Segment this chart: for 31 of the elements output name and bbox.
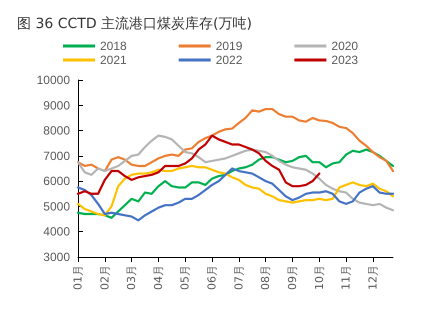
x-tick-label: 10月	[312, 265, 326, 290]
x-tick-label: 02月	[98, 265, 112, 290]
legend-label: 2022	[216, 53, 243, 67]
line-series	[76, 108, 394, 172]
x-tick-label: 08月	[259, 265, 272, 290]
x-tick-label: 07月	[232, 265, 246, 290]
y-tick-label: 4000	[43, 224, 70, 239]
x-tick-label: 12月	[366, 265, 380, 290]
x-tick-label: 09月	[286, 265, 299, 290]
y-tick-label: 8000	[43, 124, 70, 138]
y-tick-label: 5000	[43, 199, 70, 214]
legend-label: 2018	[100, 39, 128, 53]
line-series	[76, 148, 394, 219]
x-tick-label: 05月	[178, 265, 192, 290]
legend-label: 2020	[331, 39, 358, 53]
legend-label: 2023	[331, 53, 358, 67]
line-series	[76, 134, 394, 212]
chart-title: 图 36 CCTD 主流港口煤炭库存(万吨)	[17, 16, 252, 32]
y-tick-label: 9000	[43, 98, 70, 112]
x-tick-label: 01月	[72, 265, 84, 290]
x-tick-label: 11月	[340, 265, 353, 290]
y-tick-label: 7000	[43, 148, 70, 163]
x-tick-label: 06月	[206, 265, 219, 290]
y-tick-label: 3000	[43, 250, 70, 264]
x-tick-label: 03月	[125, 265, 138, 290]
x-tick-label: 04月	[152, 265, 165, 290]
legend-label: 2019	[216, 39, 243, 53]
legend-label: 2021	[100, 53, 128, 67]
line-series	[76, 134, 320, 195]
y-tick-label: 6000	[43, 174, 70, 188]
y-tick-label: 10000	[36, 73, 70, 87]
